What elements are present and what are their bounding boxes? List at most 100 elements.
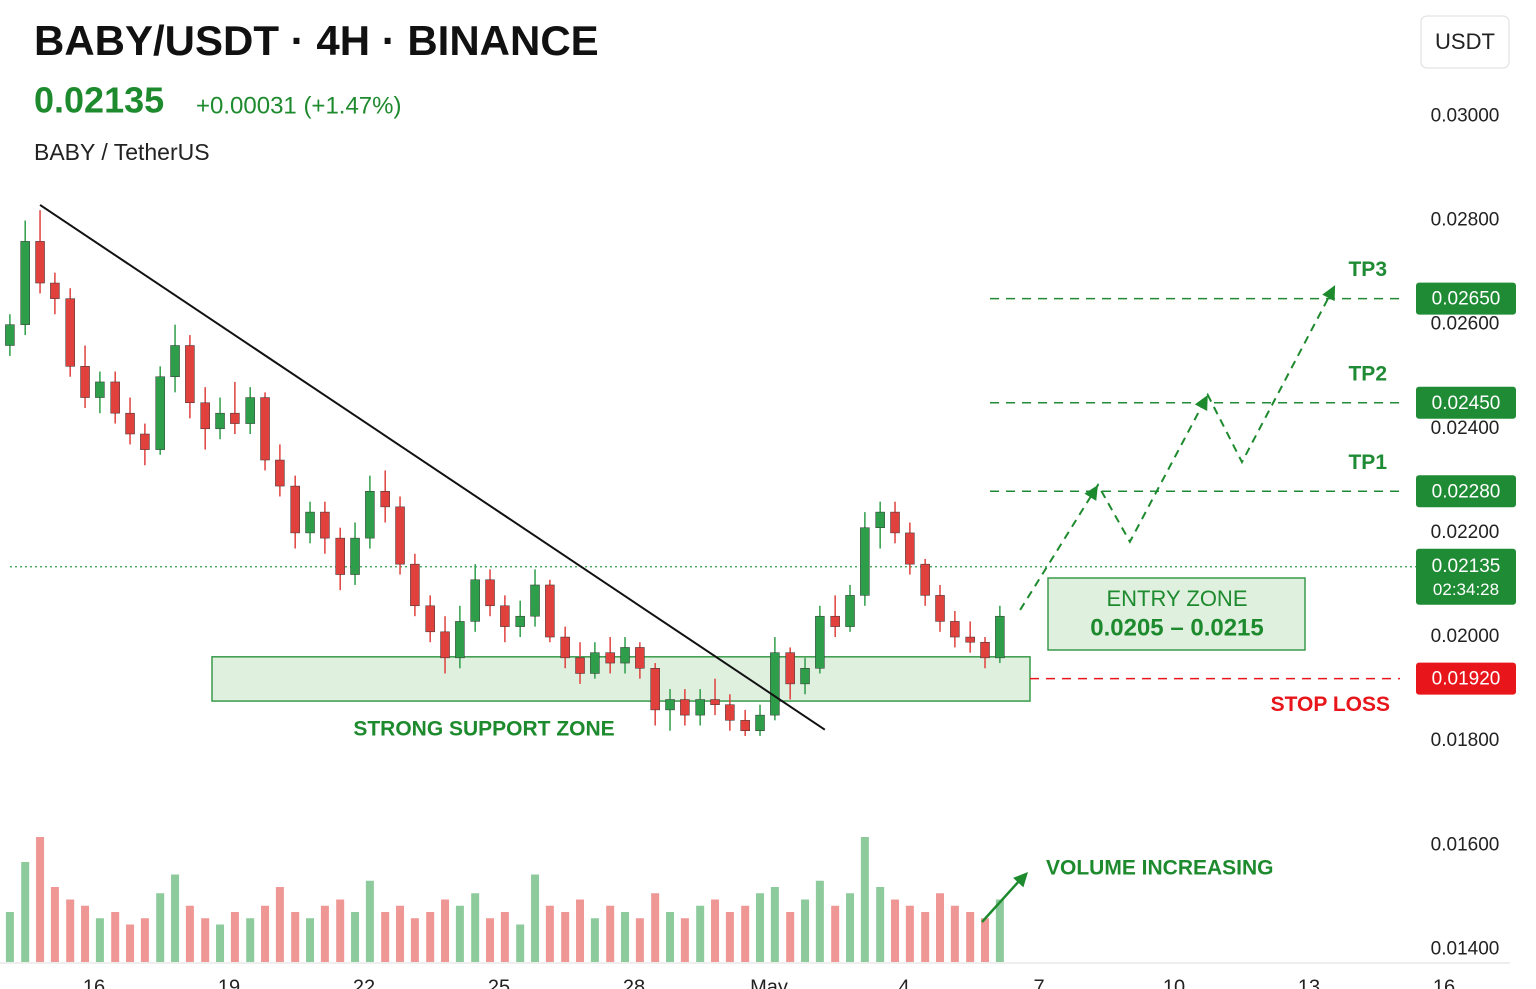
candle-body — [545, 584, 555, 638]
x-tick-label: 22 — [353, 976, 375, 989]
trendline — [39, 204, 826, 731]
candle-body — [290, 485, 300, 534]
candle-body — [500, 605, 510, 627]
volume-bar — [576, 899, 585, 962]
candle-body — [275, 459, 285, 487]
volume-bar — [531, 874, 540, 962]
level-price-label: 0.01920 — [1432, 669, 1501, 690]
volume-bar — [185, 905, 194, 962]
candle-body — [770, 652, 780, 716]
candle-body — [560, 636, 570, 659]
candle-body — [710, 699, 720, 705]
projection-arrowhead — [1322, 285, 1336, 302]
volume-bar — [831, 905, 840, 962]
volume-bar — [981, 918, 990, 962]
candle-body — [680, 699, 690, 716]
volume-bar — [905, 905, 914, 962]
projection-arrowhead — [1194, 394, 1208, 411]
y-tick-label: 0.02200 — [1431, 522, 1500, 543]
candle-body — [5, 324, 15, 346]
x-tick-label: 13 — [1298, 976, 1320, 989]
volume-bar — [471, 893, 480, 962]
candle-body — [860, 527, 870, 596]
candle-body — [620, 647, 630, 664]
candle-body — [320, 511, 330, 539]
candle-body — [995, 615, 1005, 659]
volume-bar — [680, 918, 689, 962]
x-tick-label: 7 — [1033, 976, 1044, 989]
volume-bar — [711, 899, 720, 962]
volume-bar — [396, 905, 405, 962]
y-tick-label: 0.01800 — [1431, 730, 1500, 751]
candle-body — [305, 511, 315, 534]
candle-body — [140, 433, 150, 450]
candle-body — [935, 595, 945, 622]
current-price: 0.02135 — [34, 80, 164, 121]
candle-body — [425, 605, 435, 633]
volume-bar — [5, 912, 14, 962]
level-price-box — [1416, 662, 1516, 695]
candle-body — [50, 282, 60, 299]
volume-bar — [66, 899, 75, 962]
candle-body — [815, 615, 825, 669]
level-price-box — [1416, 386, 1516, 419]
volume-bar — [410, 918, 419, 962]
candle-body — [635, 647, 645, 669]
level-name: STOP LOSS — [1271, 693, 1390, 716]
volume-arrowhead — [1013, 872, 1028, 888]
volume-bar — [801, 899, 810, 962]
candle-body — [335, 537, 345, 575]
currency-button-label[interactable]: USDT — [1435, 29, 1495, 54]
y-tick-label: 0.02000 — [1431, 626, 1500, 647]
y-tick-label: 0.03000 — [1431, 105, 1500, 126]
candle-body — [95, 381, 105, 398]
candle-body — [650, 668, 660, 711]
volume-bar — [936, 893, 945, 962]
candle-body — [725, 704, 735, 721]
x-tick-label: May — [750, 976, 788, 989]
volume-bar — [741, 905, 750, 962]
volume-arrow — [981, 879, 1021, 923]
volume-bar — [336, 899, 345, 962]
candle-body — [395, 506, 405, 565]
candle-body — [410, 563, 420, 607]
candle-body — [755, 714, 765, 731]
support-zone — [211, 656, 1031, 702]
candle-body — [365, 491, 375, 539]
candle-body — [230, 412, 240, 424]
volume-bar — [171, 874, 180, 962]
volume-bar — [81, 905, 90, 962]
volume-bar — [606, 905, 615, 962]
last-price-box — [1416, 548, 1516, 605]
candle-body — [905, 532, 915, 565]
volume-bar — [876, 887, 885, 962]
x-tick-label: 28 — [623, 976, 645, 989]
volume-bar — [275, 887, 284, 962]
volume-bar — [426, 912, 435, 962]
candle-body — [455, 621, 465, 659]
candle-body — [245, 397, 255, 424]
volume-bar — [230, 912, 239, 962]
candle-body — [440, 631, 450, 659]
volume-bar — [320, 905, 329, 962]
level-price-box — [1416, 282, 1516, 315]
volume-bar — [786, 912, 795, 962]
candle-body — [170, 345, 180, 377]
candle-body — [920, 563, 930, 596]
candle-body — [980, 641, 990, 659]
entry-zone — [1047, 577, 1306, 651]
volume-bar — [351, 912, 360, 962]
subtitle: BABY / TetherUS — [34, 139, 210, 165]
volume-bar — [860, 837, 869, 962]
volume-bar — [815, 880, 824, 962]
currency-button[interactable] — [1420, 15, 1510, 69]
candle-body — [845, 595, 855, 627]
candle-body — [80, 366, 90, 398]
volume-bar — [950, 905, 959, 962]
volume-bar — [921, 912, 930, 962]
volume-bar — [291, 912, 300, 962]
candle-body — [950, 621, 960, 638]
volume-bar — [36, 837, 45, 962]
